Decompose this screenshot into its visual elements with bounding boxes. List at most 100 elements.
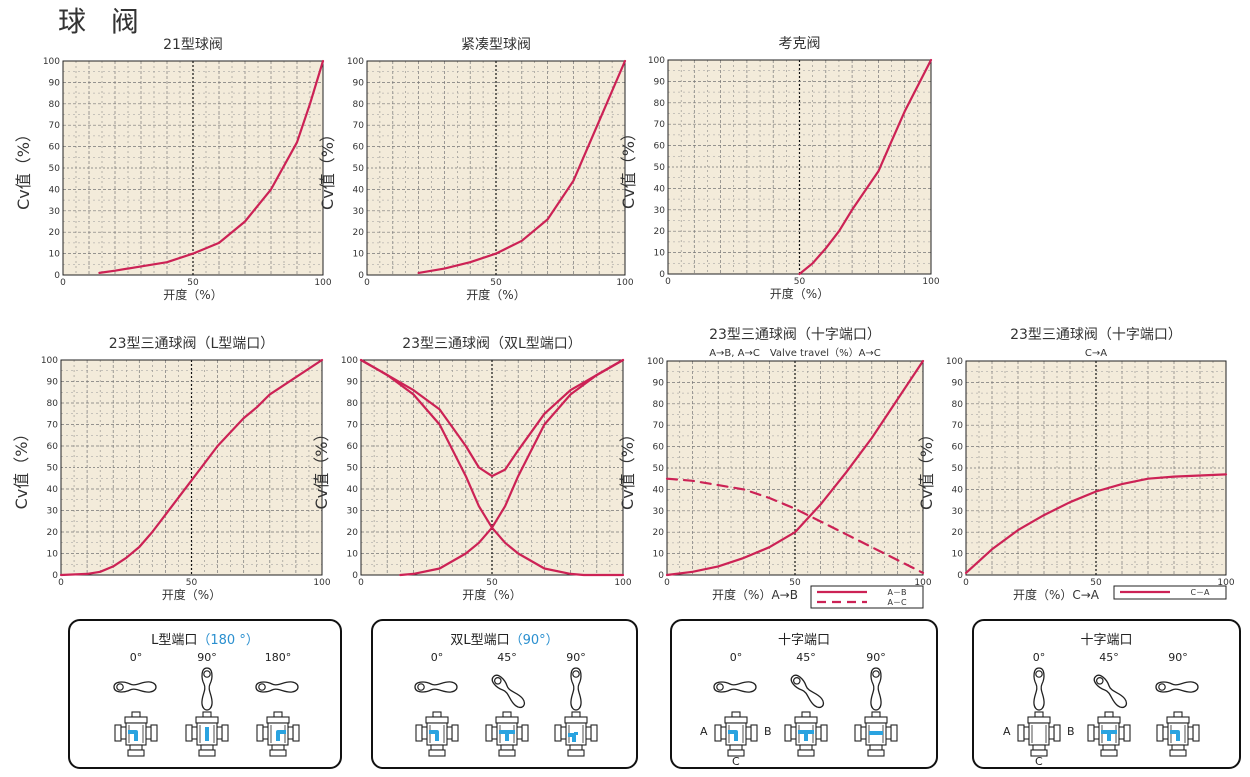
y-tick-label: 90 <box>49 78 61 88</box>
y-tick-label: 50 <box>952 464 964 474</box>
y-axis-label: Cv值（%） <box>12 426 31 510</box>
valve-body-icon <box>185 711 229 761</box>
y-tick-label: 20 <box>49 228 61 238</box>
series-line-0 <box>798 58 933 276</box>
x-tick-label: 0 <box>358 578 364 588</box>
series-line-C－A <box>964 473 1228 574</box>
valve-handle-icon <box>1028 665 1050 719</box>
y-tick-label: 80 <box>952 400 964 410</box>
y-tick-label: 20 <box>653 528 665 538</box>
y-tick-label: 50 <box>353 164 365 174</box>
y-axis-label: Cv值（%） <box>618 426 637 510</box>
handle-angle-label: 0° <box>430 651 444 664</box>
y-tick-label: 60 <box>47 442 59 452</box>
legend-label: C－A <box>1190 588 1210 597</box>
x-tick-label: 50 <box>789 578 801 588</box>
y-tick-label: 50 <box>653 464 665 474</box>
y-tick-label: 10 <box>952 550 964 560</box>
port-type-label: 十字端口 <box>777 633 830 648</box>
y-tick-label: 30 <box>653 507 665 517</box>
x-tick-label: 50 <box>186 578 198 588</box>
y-tick-label: 90 <box>353 78 365 88</box>
x-tick-label: 0 <box>60 278 66 288</box>
valve-body-icon <box>256 711 300 761</box>
y-tick-label: 50 <box>347 464 359 474</box>
x-tick-label: 100 <box>616 278 633 288</box>
y-tick-label: 70 <box>952 421 964 431</box>
series-line-A－B <box>665 359 925 577</box>
position-panel: 双L型端口（90°） 0° 45° 90° <box>371 619 638 769</box>
page-title: 球 阀 <box>58 5 147 38</box>
x-tick-label: 50 <box>486 578 498 588</box>
y-tick-label: 30 <box>347 507 359 517</box>
x-tick-label: 50 <box>187 278 199 288</box>
valve-handle-icon <box>196 665 218 719</box>
y-tick-label: 40 <box>49 185 61 195</box>
valve-handle-icon <box>1088 669 1130 715</box>
y-tick-label: 0 <box>52 571 58 581</box>
valve-body-icon <box>714 711 758 761</box>
position-panel: 十字端口 0° A B C 45° 90° <box>670 619 938 769</box>
x-axis-label: 开度（%） <box>770 286 829 301</box>
x-tick-label: 50 <box>490 278 502 288</box>
series-line-0 <box>417 59 627 274</box>
y-tick-label: 0 <box>659 270 665 280</box>
y-axis-label: Cv值（%） <box>318 126 337 210</box>
handle-angle-label: 90° <box>566 651 586 664</box>
series-line-2 <box>359 358 625 478</box>
x-tick-label: 100 <box>314 278 331 288</box>
y-tick-label: 70 <box>353 121 365 131</box>
x-axis-label: 开度（%） <box>163 287 222 302</box>
valve-handle-icon <box>411 677 463 701</box>
y-tick-label: 10 <box>654 249 666 259</box>
y-axis-label: Cv值（%） <box>917 426 936 510</box>
port-label-c: C <box>1035 755 1043 768</box>
y-tick-label: 90 <box>47 378 59 388</box>
chart-title: 23型三通球阀（十字端口） <box>1010 327 1182 343</box>
y-tick-label: 0 <box>54 271 60 281</box>
port-label-a: A <box>1003 725 1011 738</box>
valve-body-icon <box>485 711 529 761</box>
y-tick-label: 20 <box>353 228 365 238</box>
plot-frame <box>62 60 324 276</box>
y-tick-label: 80 <box>47 399 59 409</box>
x-tick-label: 50 <box>1090 578 1102 588</box>
y-tick-label: 50 <box>49 164 61 174</box>
series-line-0 <box>59 358 324 577</box>
y-tick-label: 100 <box>341 356 358 366</box>
valve-handle-icon <box>252 677 304 701</box>
y-tick-label: 70 <box>654 120 666 130</box>
x-tick-label: 100 <box>914 578 931 588</box>
valve-body-icon <box>1087 711 1131 761</box>
y-tick-label: 90 <box>347 378 359 388</box>
position-panel-title: 十字端口 <box>672 629 936 648</box>
handle-angle-label: 90° <box>1168 651 1188 664</box>
y-tick-label: 30 <box>353 207 365 217</box>
x-tick-label: 100 <box>614 578 631 588</box>
position-panel-title: 十字端口 <box>974 629 1239 648</box>
y-tick-label: 100 <box>41 356 58 366</box>
y-tick-label: 60 <box>353 143 365 153</box>
x-axis-label: 开度（%） <box>466 287 525 302</box>
handle-angle-label: 180° <box>264 651 292 664</box>
valve-handle-icon <box>1152 677 1204 701</box>
valve-handle-icon <box>785 669 827 715</box>
y-tick-label: 70 <box>653 421 665 431</box>
y-tick-label: 70 <box>49 121 61 131</box>
y-tick-label: 70 <box>347 421 359 431</box>
handle-angle-label: 0° <box>729 651 743 664</box>
chart-title: 紧凑型球阀 <box>461 36 531 53</box>
y-tick-label: 40 <box>952 485 964 495</box>
chart-subtitle: C→A <box>1085 348 1107 359</box>
legend-label: A－C <box>887 598 906 607</box>
plot-frame <box>60 359 323 576</box>
valve-body-icon <box>784 711 828 761</box>
x-axis-label: 开度（%）A→B <box>712 587 798 602</box>
chart-cDL: 0 10 20 30 40 50 60 70 80 90 100 0 50 100 23型三通球阀（双L型端… <box>312 336 632 602</box>
y-tick-label: 10 <box>47 550 59 560</box>
handle-angle-label: 90° <box>866 651 886 664</box>
position-panel-title: L型端口（180 °） <box>70 629 340 648</box>
